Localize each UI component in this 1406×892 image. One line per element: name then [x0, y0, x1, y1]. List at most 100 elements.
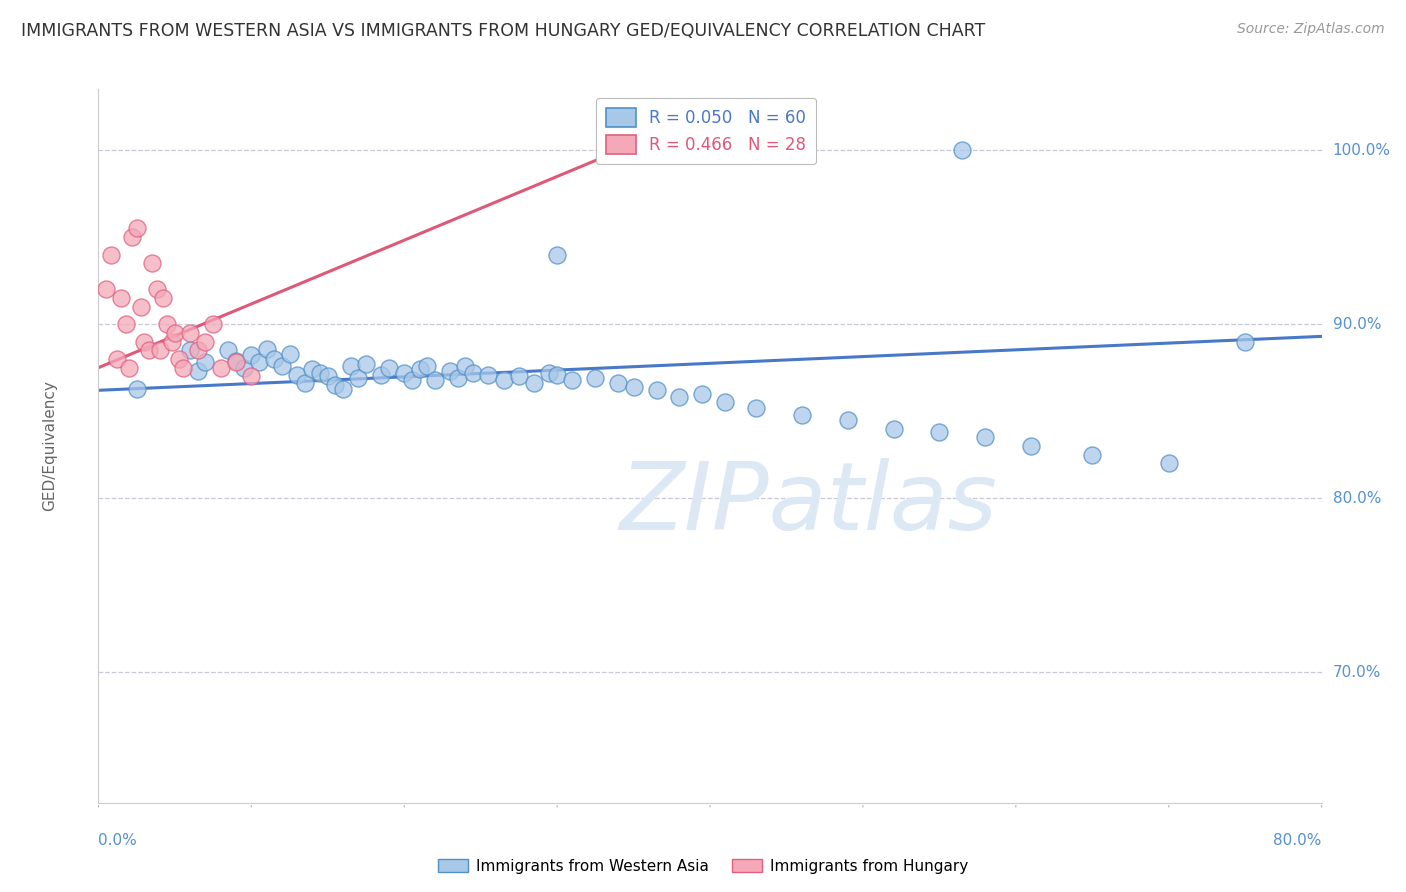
Point [546, 247, 568, 261]
Point [439, 364, 461, 378]
Point [837, 413, 859, 427]
Point [546, 368, 568, 382]
Point [623, 380, 645, 394]
Point [209, 360, 232, 375]
Point [325, 378, 347, 392]
Point [138, 343, 160, 358]
Point [523, 376, 546, 391]
Text: 80.0%: 80.0% [1333, 491, 1381, 506]
Point [240, 369, 263, 384]
Point [141, 256, 163, 270]
Point [129, 300, 152, 314]
Point [145, 282, 167, 296]
Point [508, 369, 530, 384]
Point [347, 371, 370, 385]
Point [240, 349, 263, 363]
Point [950, 143, 973, 157]
Point [423, 373, 446, 387]
Legend: Immigrants from Western Asia, Immigrants from Hungary: Immigrants from Western Asia, Immigrants… [432, 853, 974, 880]
Text: Source: ZipAtlas.com: Source: ZipAtlas.com [1237, 22, 1385, 37]
Point [477, 368, 499, 382]
Point [583, 371, 606, 385]
Point [454, 359, 477, 373]
Point [447, 371, 470, 385]
Point [247, 355, 270, 369]
Point [179, 326, 201, 340]
Point [256, 342, 278, 356]
Point [492, 373, 515, 387]
Point [883, 421, 905, 435]
Point [623, 143, 645, 157]
Point [668, 390, 690, 404]
Text: IMMIGRANTS FROM WESTERN ASIA VS IMMIGRANTS FROM HUNGARY GED/EQUIVALENCY CORRELAT: IMMIGRANTS FROM WESTERN ASIA VS IMMIGRAN… [21, 22, 986, 40]
Text: ZIPatlas: ZIPatlas [619, 458, 997, 549]
Point [202, 317, 225, 331]
Point [118, 360, 141, 375]
Point [607, 376, 630, 391]
Point [121, 230, 143, 244]
Point [169, 351, 191, 366]
Point [408, 362, 430, 376]
Point [354, 357, 377, 371]
Point [263, 351, 285, 366]
Point [538, 366, 561, 380]
Text: 0.0%: 0.0% [98, 833, 138, 848]
Point [187, 364, 209, 378]
Point [714, 395, 737, 409]
Point [301, 362, 323, 376]
Point [285, 368, 308, 382]
Point [401, 373, 423, 387]
Point [790, 408, 813, 422]
Point [232, 360, 254, 375]
Point [125, 221, 148, 235]
Point [1157, 457, 1180, 471]
Point [316, 369, 339, 384]
Point [278, 347, 301, 361]
Point [332, 382, 354, 396]
Point [309, 366, 332, 380]
Text: 90.0%: 90.0% [1333, 317, 1381, 332]
Point [416, 359, 439, 373]
Legend: R = 0.050   N = 60, R = 0.466   N = 28: R = 0.050 N = 60, R = 0.466 N = 28 [596, 97, 817, 164]
Point [160, 334, 183, 349]
Point [194, 334, 217, 349]
Point [561, 373, 583, 387]
Point [105, 351, 128, 366]
Point [100, 247, 122, 261]
Point [378, 360, 401, 375]
Point [270, 359, 292, 373]
Point [294, 376, 316, 391]
Point [163, 326, 186, 340]
Point [115, 317, 138, 331]
Point [745, 401, 768, 415]
Point [1081, 448, 1104, 462]
Point [692, 386, 714, 401]
Point [928, 425, 950, 439]
Point [1234, 334, 1257, 349]
Point [125, 382, 148, 396]
Point [225, 355, 247, 369]
Point [1019, 439, 1042, 453]
Point [149, 343, 172, 358]
Point [94, 282, 117, 296]
Point [156, 317, 179, 331]
Point [974, 430, 997, 444]
Text: 100.0%: 100.0% [1333, 143, 1391, 158]
Point [110, 291, 132, 305]
Point [194, 355, 217, 369]
Text: 70.0%: 70.0% [1333, 665, 1381, 680]
Point [339, 359, 361, 373]
Text: 80.0%: 80.0% [1274, 833, 1322, 848]
Point [179, 343, 201, 358]
Point [461, 366, 484, 380]
Point [645, 384, 668, 398]
Point [134, 334, 156, 349]
Point [187, 343, 209, 358]
Point [172, 360, 194, 375]
Point [152, 291, 174, 305]
Point [392, 366, 416, 380]
Point [217, 343, 239, 358]
Point [225, 353, 247, 368]
Point [370, 368, 392, 382]
Text: GED/Equivalency: GED/Equivalency [42, 381, 58, 511]
